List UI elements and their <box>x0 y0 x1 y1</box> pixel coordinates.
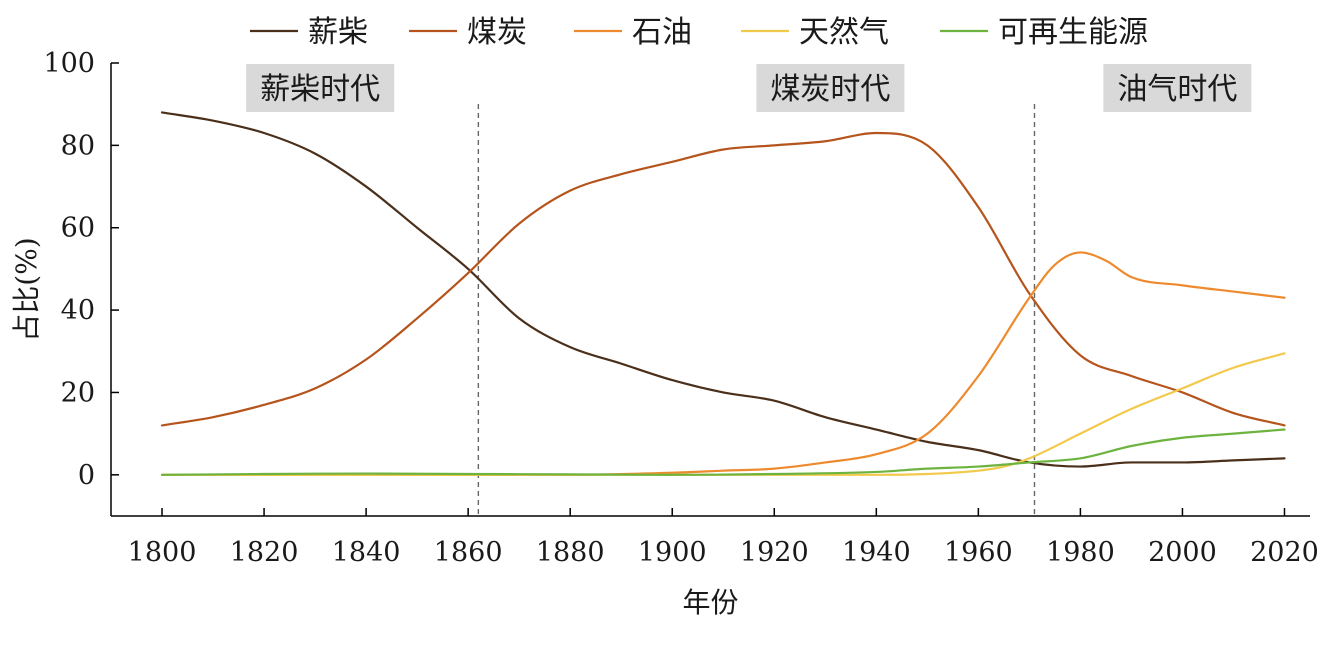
legend-label: 薪柴 <box>308 15 368 50</box>
era-label-box <box>756 64 905 112</box>
era-label-text: 薪柴时代 <box>260 72 380 107</box>
era-label-box <box>1103 64 1252 112</box>
y-tick-label: 40 <box>61 295 95 326</box>
era-label: 薪柴时代 <box>246 64 395 112</box>
era-label-text: 油气时代 <box>1117 72 1237 107</box>
legend-item: 天然气 <box>741 15 889 50</box>
y-tick-label: 0 <box>78 460 95 491</box>
era-labels: 薪柴时代 煤炭时代 油气时代 <box>246 64 1252 112</box>
legend-label: 煤炭 <box>467 15 527 50</box>
series-line <box>160 251 1286 476</box>
x-tick-label: 1880 <box>536 537 605 568</box>
legend-label: 石油 <box>632 15 692 50</box>
legend-label: 可再生能源 <box>998 15 1148 50</box>
legend-item: 煤炭 <box>409 15 527 50</box>
y-tick-label: 80 <box>61 130 95 161</box>
y-tick-label: 20 <box>61 377 95 408</box>
legend-item: 薪柴 <box>250 15 368 50</box>
series-line <box>160 131 1286 427</box>
legend-item: 可再生能源 <box>940 15 1148 50</box>
series-line <box>160 428 1286 476</box>
x-tick-label: 1860 <box>434 537 503 568</box>
x-tick-label: 1940 <box>842 537 911 568</box>
legend: 薪柴 煤炭 石油 天然气 可再生能源 <box>250 15 1148 50</box>
series-line <box>160 111 1286 468</box>
legend-label: 天然气 <box>799 15 889 50</box>
x-tick-label: 1920 <box>740 537 809 568</box>
era-dividers <box>477 104 1036 516</box>
x-tick-label: 2020 <box>1250 537 1319 568</box>
x-tick-label: 1800 <box>128 537 197 568</box>
x-axis-title: 年份 <box>682 586 738 619</box>
era-label-text: 煤炭时代 <box>770 72 890 107</box>
axes: 0 20 40 60 80 100 1800 1820 1840 1860 1880 1900 1920… <box>43 48 1318 568</box>
x-tick-label: 2000 <box>1148 537 1217 568</box>
y-axis-title: 占比(%) <box>10 237 43 341</box>
era-label: 油气时代 <box>1103 64 1252 112</box>
era-label: 煤炭时代 <box>756 64 905 112</box>
y-tick-label: 60 <box>61 213 95 244</box>
x-tick-label: 1960 <box>944 537 1013 568</box>
series-lines <box>160 111 1286 476</box>
x-tick-label: 1820 <box>230 537 299 568</box>
y-tick-label: 100 <box>43 48 95 79</box>
x-tick-label: 1840 <box>332 537 401 568</box>
legend-item: 石油 <box>574 15 692 50</box>
era-label-box <box>246 64 395 112</box>
x-tick-label: 1900 <box>638 537 707 568</box>
x-tick-label: 1980 <box>1046 537 1115 568</box>
